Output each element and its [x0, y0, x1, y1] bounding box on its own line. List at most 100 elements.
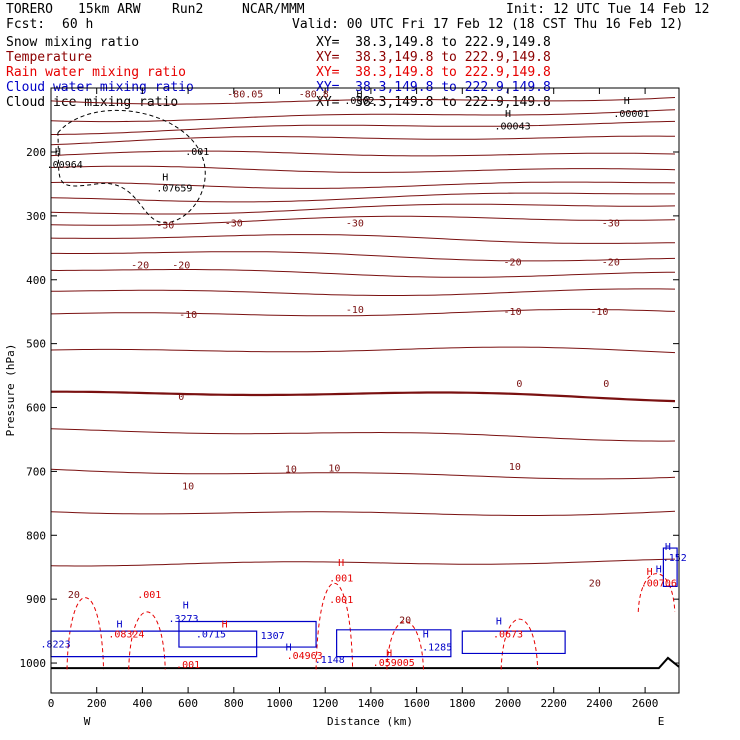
contour-label: H [386, 649, 392, 660]
contour-label: H [505, 109, 511, 120]
rain-contour [500, 618, 539, 670]
isotherm-line [50, 150, 676, 157]
contour-label: .00706 [641, 578, 677, 589]
isotherm-line [50, 308, 676, 317]
model-name: TORERO [6, 2, 53, 17]
contour-label: .0002 [344, 96, 374, 107]
isotherm-line [50, 428, 676, 442]
contour-label: H [162, 173, 168, 184]
x-tick-label: 1000 [266, 697, 293, 710]
model-run: Run2 [172, 2, 204, 17]
x-tick-label: 2600 [632, 697, 659, 710]
contour-label: .001 [329, 595, 353, 606]
x-tick-label: 1800 [449, 697, 476, 710]
x-tick-label: 1600 [403, 697, 430, 710]
ground-surface-line [51, 656, 680, 670]
contour-label: H [624, 96, 630, 107]
isotherm-line [50, 215, 676, 226]
contour-label: H [55, 147, 61, 158]
model-config: 15km ARW [78, 2, 141, 17]
contour-label: 0 [516, 379, 522, 390]
y-tick-label: 1000 [20, 657, 47, 670]
cloudwater-contour [461, 630, 566, 655]
cloudwater-contour [336, 629, 452, 658]
isotherm-line [50, 181, 676, 189]
rain-contour [128, 611, 166, 670]
contour-label: H [286, 642, 292, 653]
init-time: Init: 12 UTC Tue 14 Feb 12 [506, 2, 710, 17]
y-tick-label: 600 [26, 402, 46, 415]
isotherm-line [50, 346, 676, 354]
contour-label: 20 [68, 590, 80, 601]
x-tick-label: 400 [132, 697, 152, 710]
contour-label: -30 [602, 219, 620, 230]
rain-contour [66, 597, 105, 670]
legend-temp-label: Temperature [6, 50, 93, 65]
x-end-right: E [658, 715, 665, 728]
x-tick-label: 2400 [586, 697, 613, 710]
contour-label: 10 [509, 462, 521, 473]
y-tick-label: 300 [26, 210, 46, 223]
y-tick-label: 700 [26, 465, 46, 478]
contour-label: .0715 [196, 629, 226, 640]
x-tick-label: 200 [87, 697, 107, 710]
isotherm-line [51, 120, 676, 135]
x-tick-label: 1400 [358, 697, 385, 710]
contour-label: 10 [285, 465, 297, 476]
contour-label: .8223 [41, 640, 71, 651]
plot-frame [50, 87, 680, 694]
contour-label: 0 [603, 379, 609, 390]
contour-label: .059005 [373, 658, 415, 669]
isotherm-line [51, 390, 676, 403]
contour-label: -10 [179, 310, 197, 321]
isotherm-line [50, 288, 676, 296]
contour-label: 20 [399, 615, 411, 626]
contour-label: 1307 [261, 631, 285, 642]
isotherm-line [51, 251, 676, 262]
contour-label: 0 [178, 392, 184, 403]
y-tick-label: 500 [26, 338, 46, 351]
valid-time: Valid: 00 UTC Fri 17 Feb 12 (18 CST Thu … [292, 17, 684, 32]
y-tick-label: 800 [26, 529, 46, 542]
contour-label: H [183, 601, 189, 612]
isotherm-line [50, 203, 676, 215]
contour-label: -80.8 [299, 90, 329, 101]
legend-ice-label: Cloud ice mixing ratio [6, 95, 179, 110]
rain-contour [637, 573, 676, 612]
legend-rain-label: Rain water mixing ratio [6, 65, 187, 80]
contour-label: .001 [329, 573, 353, 584]
isotherm-line [50, 97, 676, 105]
contour-label: -20 [504, 258, 522, 269]
rain-contour [315, 582, 354, 670]
y-tick-label: 200 [26, 146, 46, 159]
contour-label: -20 [602, 258, 620, 269]
contour-label: 20 [589, 578, 601, 589]
contour-label: -10 [504, 307, 522, 318]
x-tick-label: 2000 [495, 697, 522, 710]
contour-label: .001 [185, 147, 209, 158]
contour-label: H [656, 564, 662, 575]
contour-label: .00001 [613, 109, 649, 120]
isotherm-line [50, 558, 676, 567]
y-tick-label: 900 [26, 593, 46, 606]
legend-rain-xy: XY= 38.3,149.8 to 222.9,149.8 [316, 65, 551, 80]
contour-label: -10 [590, 307, 608, 318]
x-tick-label: 600 [178, 697, 198, 710]
contour-label: .0673 [493, 629, 523, 640]
contour-label: .07659 [156, 184, 192, 195]
legend-snow-xy: XY= 38.3,149.8 to 222.9,149.8 [316, 35, 551, 50]
contour-label: .152 [663, 553, 687, 564]
isotherm-line [50, 165, 676, 173]
contour-label: .001 [176, 660, 200, 671]
contour-label: H [496, 617, 502, 628]
isotherm-line [50, 135, 675, 146]
cloudwater-contour [178, 620, 317, 648]
isotherm-line [50, 109, 676, 123]
x-tick-label: 2200 [540, 697, 567, 710]
contour-label: -30 [225, 219, 243, 230]
legend-temp-xy: XY= 38.3,149.8 to 222.9,149.8 [316, 50, 551, 65]
isotherm-line [50, 234, 676, 244]
contour-label: H [423, 629, 429, 640]
isotherm-line [50, 510, 676, 516]
